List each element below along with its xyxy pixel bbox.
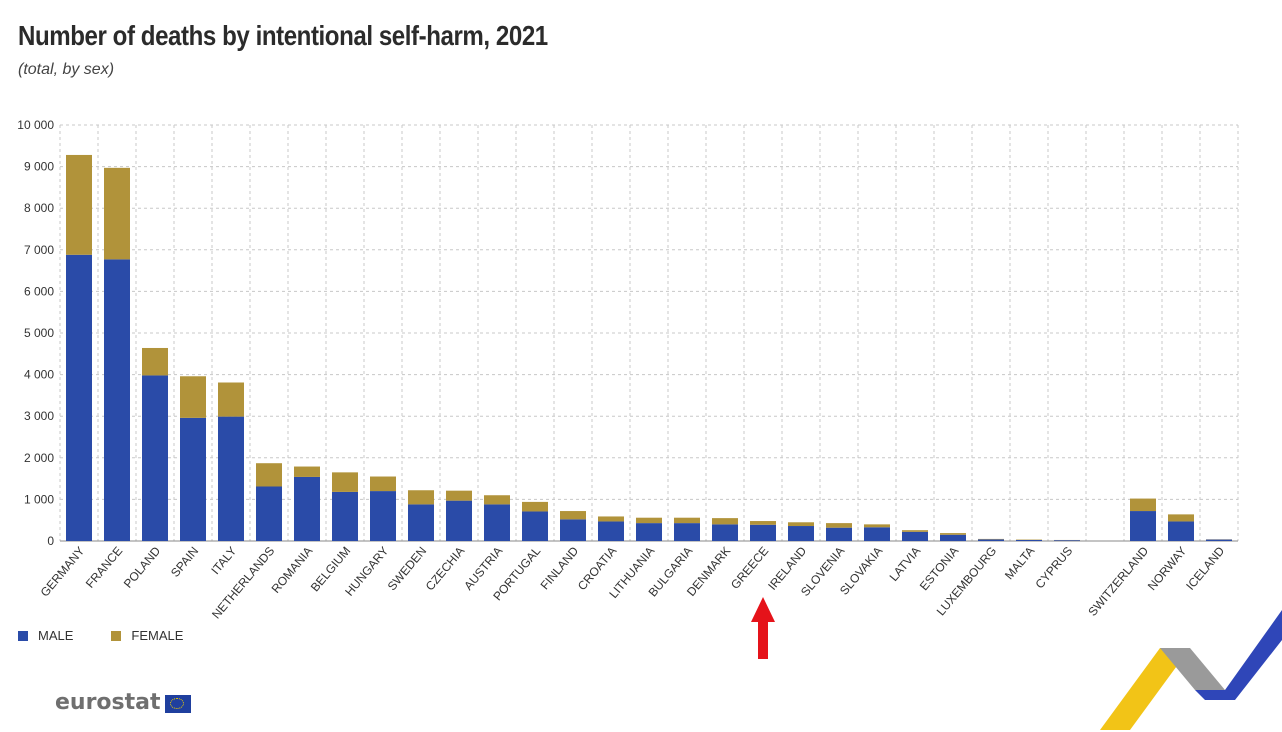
bar-male-denmark xyxy=(712,524,738,541)
x-tick-label: CZECHIA xyxy=(423,544,468,593)
bar-female-hungary xyxy=(370,476,396,492)
bar-male-czechia xyxy=(446,500,472,541)
chart-subtitle: (total, by sex) xyxy=(18,61,115,78)
y-tick-label: 4 000 xyxy=(24,368,54,382)
legend-item-male: MALE xyxy=(18,628,73,643)
bar-female-estonia xyxy=(940,533,966,535)
bar-male-portugal xyxy=(522,511,548,541)
y-tick-label: 0 xyxy=(47,534,54,548)
bar-male-slovakia xyxy=(864,527,890,541)
bar-male-belgium xyxy=(332,491,358,541)
brand-name: eurostat xyxy=(55,690,161,715)
chart-title: Number of deaths by intentional self-har… xyxy=(18,20,548,51)
bar-female-latvia xyxy=(902,530,928,532)
bar-female-denmark xyxy=(712,518,738,525)
x-tick-label: POLAND xyxy=(121,544,164,591)
bar-male-austria xyxy=(484,504,510,541)
y-tick-label: 7 000 xyxy=(24,243,54,257)
bar-female-finland xyxy=(560,511,586,520)
y-tick-label: 5 000 xyxy=(24,326,54,340)
bar-female-slovakia xyxy=(864,524,890,528)
bar-female-austria xyxy=(484,495,510,505)
bar-male-latvia xyxy=(902,531,928,541)
bar-female-switzerland xyxy=(1130,498,1156,512)
male-swatch xyxy=(18,630,28,641)
x-tick-label: ITALY xyxy=(208,544,239,577)
y-tick-label: 10 000 xyxy=(17,118,54,132)
bar-female-poland xyxy=(142,347,168,376)
y-tick-label: 2 000 xyxy=(24,451,54,465)
bar-male-sweden xyxy=(408,504,434,541)
bar-female-germany xyxy=(66,154,92,255)
x-tick-label: SWITZERLAND xyxy=(1085,544,1151,619)
bar-female-portugal xyxy=(522,501,548,512)
bar-male-lithuania xyxy=(636,523,662,541)
x-tick-label: SPAIN xyxy=(168,544,201,580)
chart-card xyxy=(0,0,1282,677)
y-tick-label: 9 000 xyxy=(24,160,54,174)
bar-female-lithuania xyxy=(636,517,662,524)
legend: MALE FEMALE xyxy=(18,628,183,643)
bar-male-estonia xyxy=(940,534,966,541)
bar-male-italy xyxy=(218,416,244,541)
bar-male-romania xyxy=(294,476,320,541)
x-tick-label: GERMANY xyxy=(38,544,88,599)
bar-male-malta xyxy=(1016,539,1042,541)
bar-male-germany xyxy=(66,254,92,542)
bar-female-norway xyxy=(1168,514,1194,522)
x-tick-label: MALTA xyxy=(1002,544,1037,582)
bar-female-ireland xyxy=(788,522,814,527)
legend-item-female: FEMALE xyxy=(111,628,183,643)
bar-female-greece xyxy=(750,521,776,525)
footer xyxy=(0,677,1282,732)
bar-male-bulgaria xyxy=(674,523,700,541)
female-swatch xyxy=(111,630,122,641)
y-tick-label: 8 000 xyxy=(24,201,54,215)
bar-male-france xyxy=(104,259,130,541)
bar-female-sweden xyxy=(408,490,434,505)
x-tick-label: CYPRUS xyxy=(1032,544,1075,591)
bar-male-norway xyxy=(1168,521,1194,541)
legend-label-male: MALE xyxy=(38,628,74,643)
bar-male-cyprus xyxy=(1054,540,1080,541)
bar-male-switzerland xyxy=(1130,511,1156,541)
bar-male-netherlands xyxy=(256,486,282,541)
bar-male-poland xyxy=(142,375,168,541)
bar-female-bulgaria xyxy=(674,517,700,524)
eurostat-logo: eurostat xyxy=(55,690,191,715)
bar-male-croatia xyxy=(598,521,624,541)
x-tick-label: LATVIA xyxy=(887,544,924,584)
bar-male-finland xyxy=(560,519,586,541)
bar-female-netherlands xyxy=(256,463,282,487)
bar-male-iceland xyxy=(1206,539,1232,541)
red-arrow-annotation xyxy=(751,597,775,659)
y-tick-label: 3 000 xyxy=(24,409,54,423)
bar-female-spain xyxy=(180,376,206,418)
bar-male-greece xyxy=(750,524,776,541)
x-tick-label: SWEDEN xyxy=(385,544,430,593)
bar-female-slovenia xyxy=(826,523,852,528)
bar-female-croatia xyxy=(598,516,624,522)
bar-male-spain xyxy=(180,417,206,541)
bar-male-luxembourg xyxy=(978,539,1004,541)
eu-flag-icon xyxy=(164,694,191,713)
bar-male-slovenia xyxy=(826,527,852,541)
y-tick-label: 1 000 xyxy=(24,492,54,506)
legend-label-female: FEMALE xyxy=(131,628,184,643)
bar-male-hungary xyxy=(370,491,396,541)
bar-female-czechia xyxy=(446,490,472,501)
bar-male-ireland xyxy=(788,526,814,541)
x-tick-label: FRANCE xyxy=(83,544,125,591)
x-tick-label: ICELAND xyxy=(1183,544,1227,593)
bar-female-belgium xyxy=(332,472,358,492)
bar-female-france xyxy=(104,167,130,260)
stacked-bar-chart: 0 1 000 2 000 3 000 4 000 5 000 6 000 7 000 8 00… xyxy=(17,118,1239,659)
x-tick-label: NORWAY xyxy=(1145,544,1189,593)
y-tick-label: 6 000 xyxy=(24,284,54,298)
bar-female-italy xyxy=(218,382,244,417)
bar-female-romania xyxy=(294,466,320,477)
